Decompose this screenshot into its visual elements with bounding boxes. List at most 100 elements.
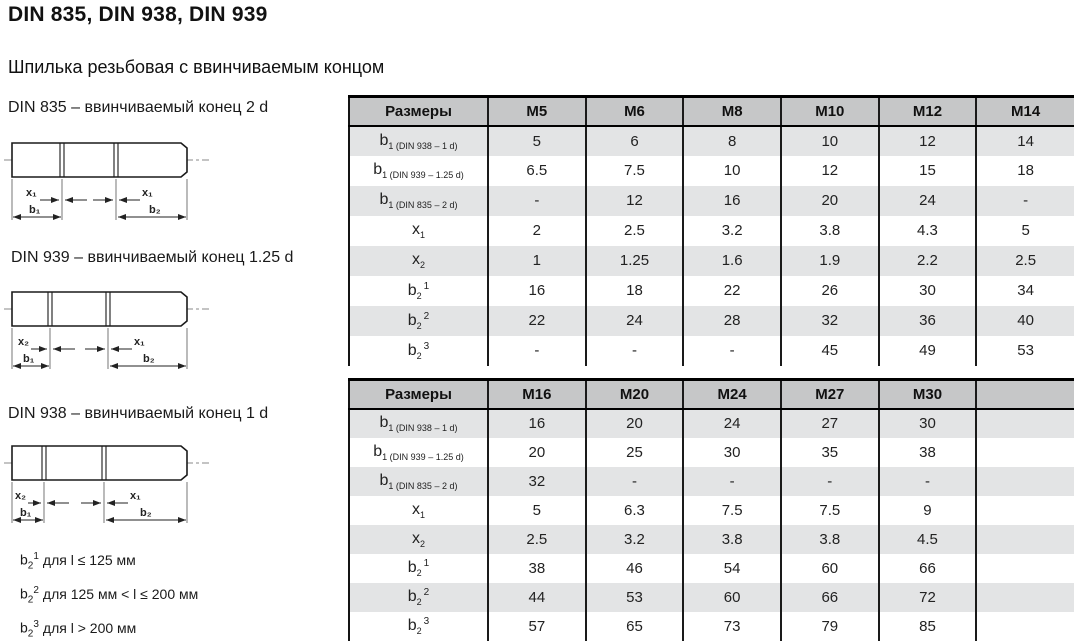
value-cell: 2 [487,215,586,246]
value-cell: 7.5 [584,155,684,186]
value-cell: 7.5 [779,495,879,525]
value-cell: 49 [877,335,977,366]
value-cell: 28 [682,305,781,336]
value-cell: 54 [682,553,781,583]
value-cell: 22 [487,305,586,336]
table-row: b1 (DIN 938 – 1 d) 5 6 8 10 12 14 [349,125,1074,156]
stud-body [11,142,188,178]
value-cell: 36 [877,305,977,336]
footnote-b2-2: b22 для 125 мм < l ≤ 200 мм [20,585,199,606]
column-header-M10: M10 [779,95,879,127]
value-cell: 7.5 [682,495,781,525]
thread-runout-lines [47,292,111,326]
row-label: b1 (DIN 835 – 2 d) [379,471,458,491]
stud-drawing-din-835: x₁ x₁ b₁ b₂ [4,142,209,220]
value-cell: 3.8 [682,524,781,554]
value-cell: 34 [975,275,1074,306]
row-label: x1 [411,221,425,240]
caption-din-939: DIN 939 – ввинчиваемый конец 1.25 d [11,249,294,266]
dim-label-x-left: x₁ [26,187,37,199]
value-cell: 16 [487,275,586,306]
value-cell [975,408,1074,438]
table-row: b1 (DIN 835 – 2 d) 32- - - - [349,466,1074,496]
table-row: b23- - -45 49 53 [349,335,1074,366]
row-label: b1 (DIN 938 – 1 d) [379,131,458,151]
table-row: x2 2.5 3.2 3.8 3.8 4.5 [349,524,1074,554]
value-cell: 5 [487,495,586,525]
column-header-M27: M27 [779,378,879,410]
value-cell: 24 [584,305,684,336]
value-cell: 10 [682,155,781,186]
value-cell: 38 [877,437,977,467]
table-row: x1 2 2.5 3.2 3.8 4.3 5 [349,215,1074,246]
value-cell: 18 [975,155,1074,186]
column-header-M24: M24 [682,378,781,410]
extension-lines [11,482,188,523]
value-cell: 9 [877,495,977,525]
value-cell: 14 [975,125,1074,156]
value-cell: - [779,466,879,496]
table-row: b23 57 65 73 79 85 [349,611,1074,641]
column-header-M16: M16 [487,378,586,410]
thread-runout-lines [59,143,119,177]
value-cell: 20 [487,437,586,467]
value-cell: 24 [682,408,781,438]
dim-label-x-right: x₁ [142,187,153,199]
value-cell: 53 [975,335,1074,366]
dim-label-x-left: x₂ [18,336,29,348]
dim-label-x-left: x₂ [15,490,26,502]
value-cell: 2.2 [877,245,977,276]
value-cell: - [682,466,781,496]
dimension-table-m5-m14: Размеры M5 M6 M8 M10 M12 M14 b1 (DIN 938 – 1 d)… [348,95,1074,366]
value-cell: 66 [877,553,977,583]
table-row: b1 (DIN 938 – 1 d) 16 20 24 27 30 [349,408,1074,438]
value-cell: 32 [779,305,879,336]
dim-label-b-right: b₂ [140,507,152,519]
value-cell: 25 [584,437,684,467]
footnote-b2-3: b23 для l > 200 мм [20,619,137,640]
value-cell: 85 [877,611,977,641]
row-label: b1 (DIN 835 – 2 d) [379,191,458,210]
value-cell: 6 [584,125,684,156]
value-cell: 1.25 [584,245,684,276]
value-cell: 12 [779,155,879,186]
value-cell: 32 [487,466,586,496]
footnotes: b21 для l ≤ 125 мм b22 для 125 мм < l ≤ 20… [20,551,198,643]
value-cell: 72 [877,582,977,612]
value-cell: 79 [779,611,879,641]
value-cell: 44 [487,582,586,612]
value-cell [975,495,1074,525]
table-row: x1 5 6.3 7.5 7.5 9 [349,495,1074,525]
value-cell [975,582,1074,612]
value-cell: 12 [877,125,977,156]
thread-runout-lines [41,446,107,480]
footnote-b2-1: b21 для l ≤ 125 мм [20,551,136,572]
value-cell [975,611,1074,641]
value-cell: 3.8 [779,215,879,246]
value-cell: 35 [779,437,879,467]
row-label: b1 (DIN 939 – 1.25 d) [373,161,464,180]
value-cell: 1 [487,245,586,276]
value-cell: - [487,335,586,366]
value-cell: 15 [877,155,977,186]
dim-label-x-right: x₁ [130,490,141,502]
extension-lines [11,328,188,369]
row-label: b21 [407,280,430,301]
dim-label-b-right: b₂ [149,204,161,216]
value-cell: 46 [584,553,684,583]
value-cell: 73 [682,611,781,641]
extension-lines [11,179,188,220]
value-cell: 16 [682,185,781,216]
column-header-M6: M6 [584,95,684,127]
column-header-M20: M20 [584,378,684,410]
value-cell: - [584,335,684,366]
row-label: b23 [407,340,430,361]
table-row: b1 (DIN 939 – 1.25 d) 6.5 7.5 10 12 15 18 [349,155,1074,186]
table-row: b1 (DIN 835 – 2 d) -12 16 20 24- [349,185,1074,216]
table-row: x2 1 1.25 1.6 1.9 2.2 2.5 [349,245,1074,276]
value-cell: - [975,185,1074,216]
column-header-sizes: Размеры [349,95,488,127]
value-cell: 5 [487,125,586,156]
value-cell: 3.2 [584,524,684,554]
